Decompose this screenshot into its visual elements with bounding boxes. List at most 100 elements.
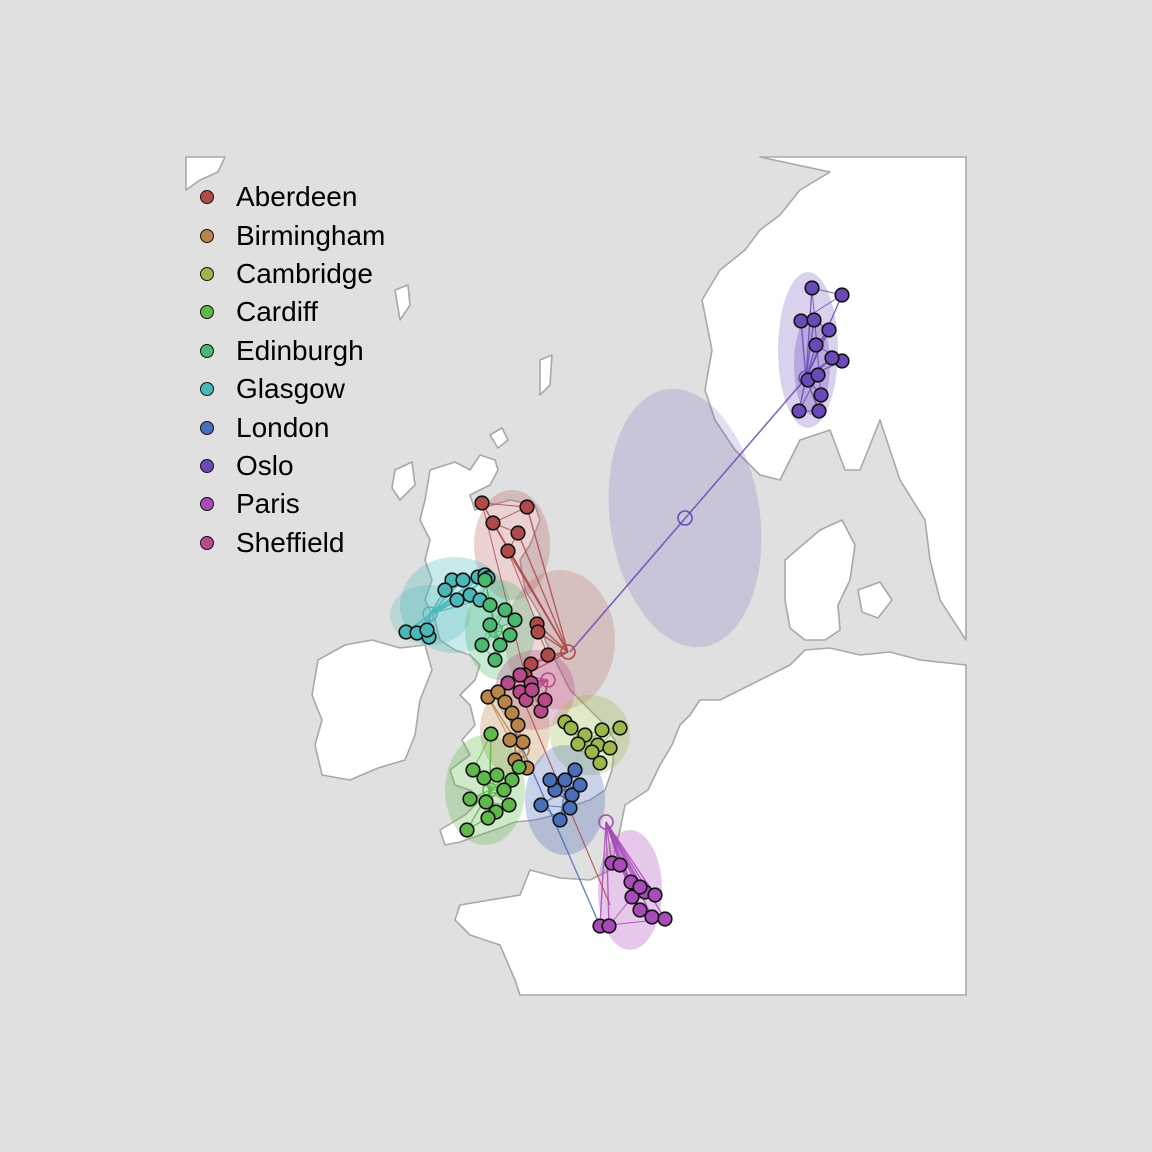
aberdeen-long-arrow [519, 691, 611, 906]
oslo-point [810, 367, 826, 383]
paris-line [605, 821, 666, 920]
aberdeen-line [507, 550, 538, 625]
edinburgh-point [482, 597, 498, 613]
legend-marker [200, 305, 214, 320]
london-point [567, 762, 583, 778]
legend-item-sheffield: Sheffield [200, 524, 385, 562]
paris-point [632, 902, 648, 918]
birmingham-point [510, 717, 526, 733]
birmingham-point [515, 734, 531, 750]
london-point [562, 800, 578, 816]
paris-point [647, 887, 663, 903]
birmingham-point [504, 705, 520, 721]
birmingham-point [497, 694, 513, 710]
cambridge-point [602, 740, 618, 756]
oslo-line [805, 287, 813, 379]
legend-marker [200, 190, 214, 205]
land-zealand [857, 581, 893, 619]
glasgow-point [419, 622, 435, 638]
legend-label: Cambridge [236, 257, 373, 289]
glasgow-point [437, 582, 453, 598]
sheffield-mean-marker [540, 672, 556, 688]
aberdeen-point [474, 495, 490, 511]
aberdeen-mean-marker [560, 644, 576, 660]
glasgow-point [449, 592, 465, 608]
aberdeen-point [519, 499, 535, 515]
edinburgh-point [474, 637, 490, 653]
land-shetland [539, 354, 553, 396]
london-point [542, 772, 558, 788]
edinburgh-point [507, 612, 523, 628]
cambridge-point [592, 755, 608, 771]
oslo-point [824, 350, 840, 366]
land-orkney [489, 427, 509, 449]
land-faroe [394, 284, 411, 321]
cardiff-halo [445, 735, 525, 845]
legend-item-cambridge: Cambridge [200, 255, 385, 293]
cardiff-point [501, 797, 517, 813]
aberdeen-line [507, 550, 569, 653]
cardiff-point [465, 762, 481, 778]
oslo-line [800, 320, 807, 379]
cardiff-point [480, 810, 496, 826]
sheffield-point [537, 692, 553, 708]
oslo-point [821, 322, 837, 338]
edinburgh-point [482, 617, 498, 633]
cardiff-point [483, 726, 499, 742]
cambridge-point [584, 744, 600, 760]
birmingham-line [487, 696, 511, 741]
land-iceland-corner [185, 156, 226, 191]
london-point [557, 772, 573, 788]
oslo-point [813, 387, 829, 403]
aberdeen-point [500, 543, 516, 559]
cardiff-point [478, 794, 494, 810]
birmingham-point [502, 732, 518, 748]
land-denmark [784, 519, 856, 641]
legend-marker [200, 497, 214, 512]
glasgow-point [455, 572, 471, 588]
legend-item-paris: Paris [200, 485, 385, 523]
oslo-long-arrow [569, 377, 807, 653]
legend-label: Paris [236, 488, 300, 520]
cardiff-point [496, 782, 512, 798]
paris-point [601, 918, 617, 934]
cardiff-point [462, 791, 478, 807]
land-ireland [311, 639, 433, 781]
edinburgh-point [497, 602, 513, 618]
aberdeen-point [510, 525, 526, 541]
legend-label: Edinburgh [236, 334, 364, 366]
paris-point [632, 879, 648, 895]
legend-marker [200, 420, 214, 435]
oslo-point [806, 312, 822, 328]
edinburgh-point [492, 637, 508, 653]
sheffield-point [512, 667, 528, 683]
edinburgh-point [502, 627, 518, 643]
legend-label: Birmingham [236, 219, 386, 251]
aberdeen-line [517, 532, 569, 653]
edinburgh-point [487, 652, 503, 668]
edinburgh-point [477, 572, 493, 588]
oslo-point [811, 403, 827, 419]
oslo-point [804, 280, 820, 296]
paris-point [612, 857, 628, 873]
legend-label: Glasgow [236, 373, 345, 405]
aberdeen-line [481, 502, 526, 676]
cambridge-point [563, 720, 579, 736]
paris-line [599, 821, 607, 927]
paris-line [605, 821, 610, 927]
glasgow-mean-marker [422, 606, 438, 622]
legend-marker [200, 458, 214, 473]
legend-label: Oslo [236, 449, 294, 481]
legend-label: Sheffield [236, 526, 345, 558]
london-point [572, 777, 588, 793]
legend-marker [200, 535, 214, 550]
oslo-point [793, 313, 809, 329]
paris-mean-marker [598, 814, 614, 830]
legend-item-glasgow: Glasgow [200, 370, 385, 408]
land-europe [454, 647, 967, 996]
legend-label: Cardiff [236, 296, 318, 328]
legend-item-cardiff: Cardiff [200, 293, 385, 331]
cambridge-point [594, 722, 610, 738]
landmasses [185, 156, 967, 996]
